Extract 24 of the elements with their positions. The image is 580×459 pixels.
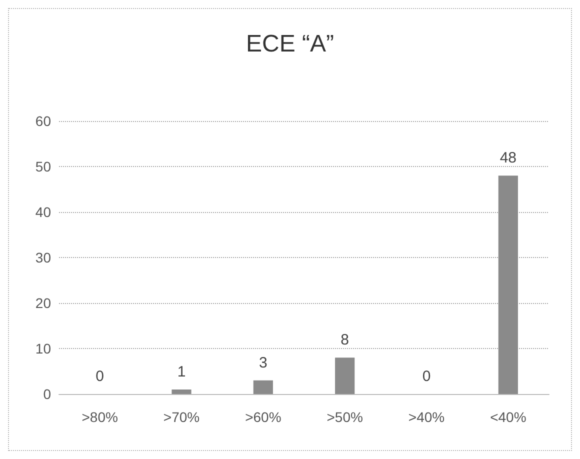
y-tick-label: 40 bbox=[35, 204, 52, 220]
chart-title: ECE “A” bbox=[246, 30, 334, 58]
x-tick-label: >40% bbox=[408, 409, 445, 425]
data-label: 8 bbox=[340, 332, 350, 349]
y-tick-label: 60 bbox=[35, 113, 52, 129]
y-tick-label: 20 bbox=[35, 295, 52, 311]
data-label: 1 bbox=[177, 363, 186, 380]
y-tick-label: 50 bbox=[35, 158, 52, 174]
y-tick-label: 10 bbox=[35, 340, 52, 356]
x-tick-label: >80% bbox=[82, 409, 118, 425]
data-label: 3 bbox=[258, 354, 268, 372]
bar bbox=[172, 389, 192, 394]
y-tick-label: 0 bbox=[43, 386, 52, 402]
x-tick-label: >50% bbox=[326, 409, 363, 425]
bar bbox=[253, 380, 273, 394]
x-tick-label: <40% bbox=[490, 409, 526, 425]
data-label: 0 bbox=[96, 368, 104, 385]
x-tick-label: >60% bbox=[245, 409, 282, 425]
y-tick-label: 30 bbox=[35, 250, 52, 266]
bar bbox=[335, 358, 355, 394]
data-label: 48 bbox=[500, 150, 517, 167]
bar bbox=[498, 176, 518, 394]
data-label: 0 bbox=[422, 368, 431, 385]
x-tick-label: >70% bbox=[163, 409, 200, 425]
